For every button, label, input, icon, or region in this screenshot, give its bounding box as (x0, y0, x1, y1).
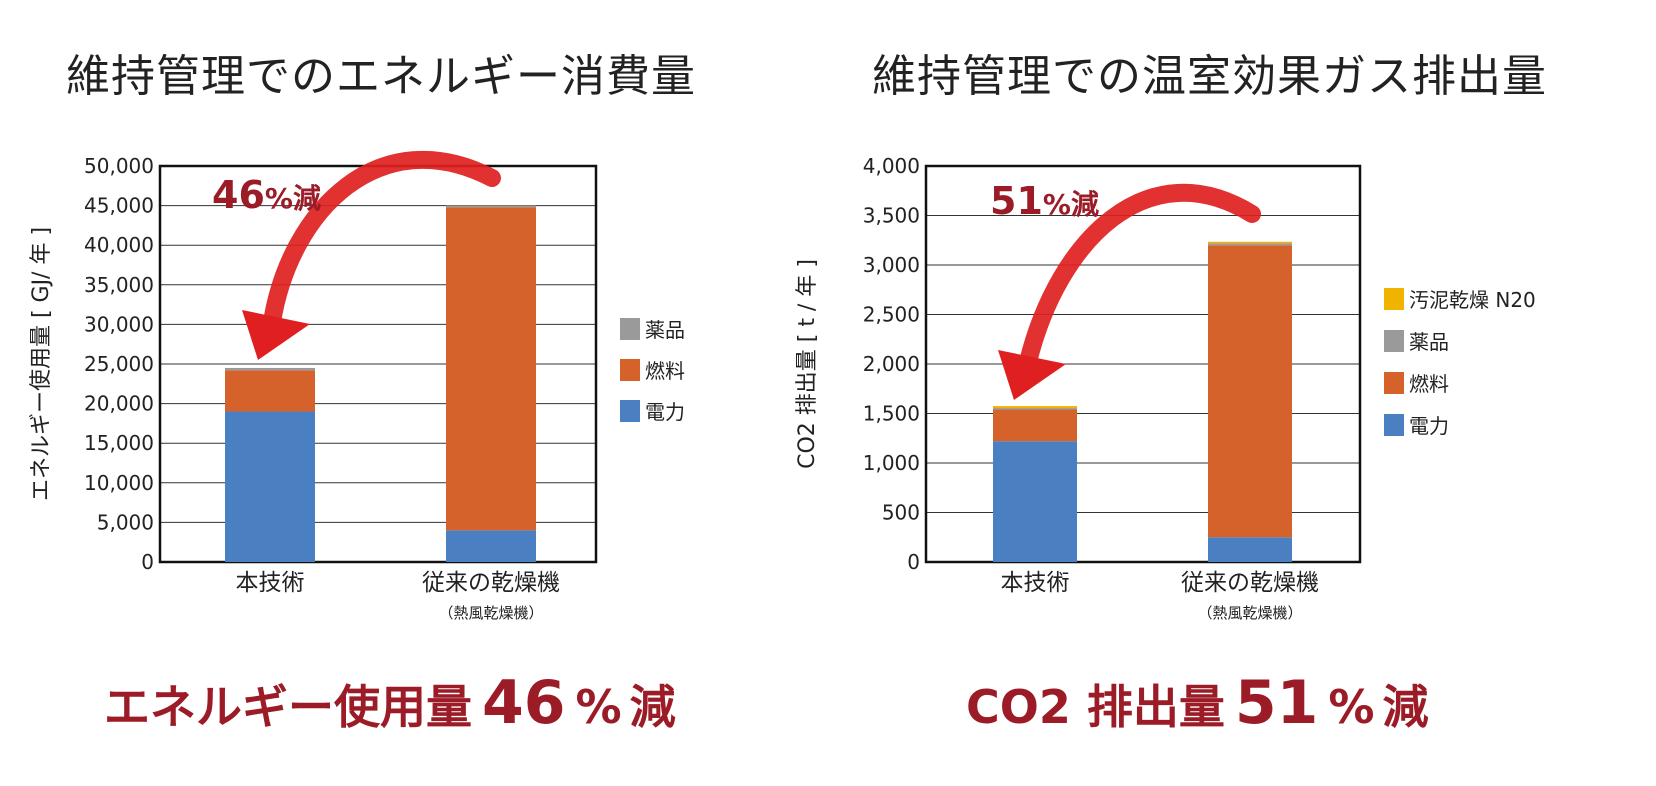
y-tick-label: 50,000 (84, 154, 154, 178)
legend-swatch (1384, 372, 1404, 394)
y-tick-label: 1,500 (863, 402, 920, 426)
ghg-headline-suffix: 減 (1382, 680, 1429, 734)
energy-headline-percent: % (575, 680, 622, 734)
reduction-annotation-suffix: 減 (293, 182, 321, 215)
y-tick-label: 25,000 (84, 352, 154, 376)
bar-segment (225, 411, 315, 562)
y-tick-label: 3,000 (863, 253, 920, 277)
legend-swatch (1384, 288, 1404, 310)
y-tick-label: 5,000 (97, 510, 154, 534)
y-tick-label: 20,000 (84, 392, 154, 416)
reduction-annotation-percent: % (1043, 188, 1071, 221)
category-sublabel: （熱風乾燥機） (1197, 604, 1302, 622)
ghg-panel: 維持管理での温室効果ガス排出量 0 500 1,000 1,500 2,000 2,500… (795, 0, 1656, 786)
reduction-annotation-suffix: 減 (1071, 188, 1099, 221)
y-tick-label: 30,000 (84, 312, 154, 336)
bar-segment (1208, 537, 1292, 562)
bar-segment (225, 370, 315, 412)
bar-segment (446, 530, 536, 562)
legend-swatch (1384, 330, 1404, 352)
legend-label: 薬品 (645, 318, 685, 342)
category-sublabel: （熱風乾燥機） (438, 604, 543, 622)
y-tick-label: 10,000 (84, 471, 154, 495)
y-axis-label: エネルギー使用量 [ GJ/ 年 ] (29, 227, 54, 501)
legend-label: 汚泥乾燥 N20 (1409, 288, 1536, 312)
energy-chart: 0 5,000 10,000 15,000 20,000 25,000 30,000 35,0… (29, 150, 685, 622)
y-tick-label: 35,000 (84, 273, 154, 297)
reduction-annotation-number: 51 (990, 179, 1043, 223)
energy-headline-text: エネルギー使用量 (104, 680, 472, 734)
legend-swatch (1384, 414, 1404, 436)
energy-panel: 維持管理でのエネルギー消費量 0 5,000 10,000 15,000 20,000 2… (29, 51, 696, 738)
bar-segment (1208, 243, 1292, 246)
ghg-headline: CO2 排出量 51 % 減 (966, 668, 1428, 738)
legend-label: 薬品 (1409, 330, 1449, 354)
y-tick-label: 45,000 (84, 194, 154, 218)
bar-segment (446, 205, 536, 208)
reduction-arrow-shaft (1019, 183, 1261, 371)
bar-segment (993, 441, 1077, 562)
reduction-annotation-number: 46 (212, 173, 265, 217)
reduction-arrow-shaft (263, 150, 501, 331)
legend-label: 電力 (645, 400, 685, 424)
legend-swatch (620, 318, 640, 340)
y-tick-label: 2,000 (863, 352, 920, 376)
ghg-headline-percent: % (1328, 680, 1375, 734)
legend-label: 燃料 (645, 359, 685, 383)
plot-frame (924, 164, 1362, 564)
energy-headline-number: 46 (482, 668, 566, 738)
ghg-headline-text: CO2 排出量 (966, 680, 1225, 734)
category-label: 従来の乾燥機 (1181, 570, 1319, 596)
y-tick-label: 15,000 (84, 431, 154, 455)
legend-label: 電力 (1409, 414, 1449, 438)
y-tick-label: 4,000 (863, 154, 920, 178)
ghg-headline-number: 51 (1234, 668, 1319, 738)
energy-headline: エネルギー使用量 46 % 減 (104, 668, 676, 738)
y-tick-label: 0 (907, 550, 920, 574)
bar-segment (993, 406, 1077, 409)
category-label: 本技術 (236, 570, 305, 596)
y-tick-label: 500 (882, 501, 920, 525)
energy-chart-title: 維持管理でのエネルギー消費量 (66, 51, 696, 102)
y-tick-label: 1,000 (863, 451, 920, 475)
legend-swatch (620, 359, 640, 381)
bar-segment (1208, 245, 1292, 538)
legend-label: 燃料 (1409, 372, 1449, 396)
reduction-arrow-head (242, 310, 310, 360)
bar-segment (225, 367, 315, 371)
bar-segment (993, 409, 1077, 442)
y-tick-label: 3,500 (863, 204, 920, 228)
y-axis-label: CO2 排出量 [ t / 年 ] (795, 259, 820, 469)
category-label: 従来の乾燥機 (422, 570, 560, 596)
ghg-chart-title: 維持管理での温室効果ガス排出量 (872, 51, 1547, 102)
y-tick-label: 40,000 (84, 233, 154, 257)
reduction-annotation: 51%減 (990, 179, 1099, 223)
reduction-annotation: 46%減 (212, 173, 321, 217)
y-tick-label: 2,500 (863, 303, 920, 327)
bar-segment (446, 207, 536, 531)
legend-swatch (620, 400, 640, 422)
bar-segment (1208, 241, 1292, 244)
category-label: 本技術 (1001, 570, 1070, 596)
bar-segment (993, 408, 1077, 410)
reduction-annotation-percent: % (265, 182, 293, 215)
ghg-chart: 0 500 1,000 1,500 2,000 2,500 3,000 3,500 4,000 C… (795, 154, 1536, 622)
reduction-arrow-head (998, 350, 1066, 400)
energy-headline-suffix: 減 (629, 680, 676, 734)
y-tick-label: 0 (141, 550, 154, 574)
